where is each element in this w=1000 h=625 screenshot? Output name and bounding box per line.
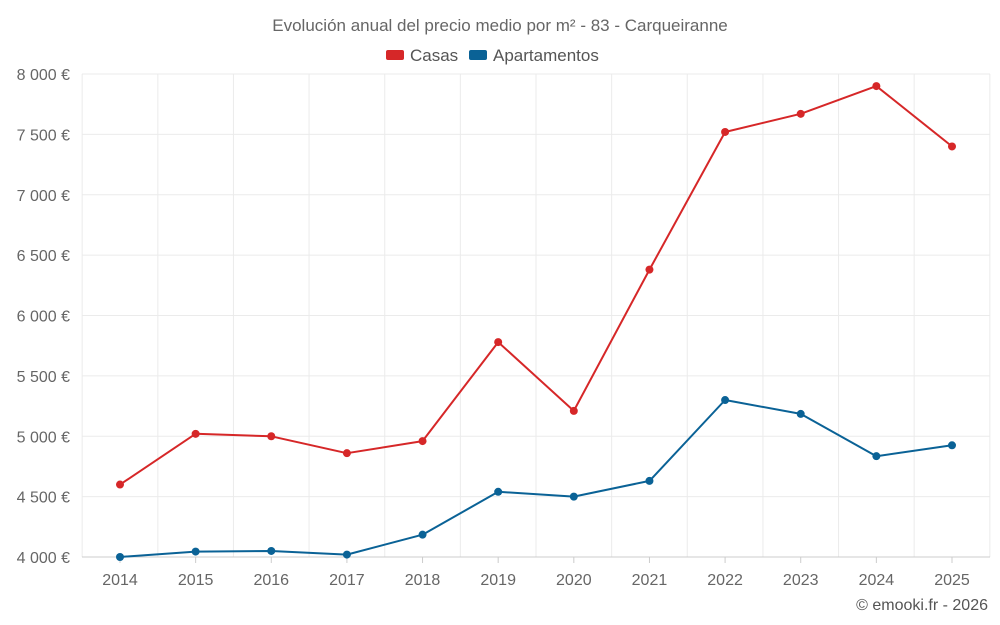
data-point-casas[interactable] xyxy=(267,432,276,441)
legend: Casas Apartamentos xyxy=(386,46,599,65)
y-tick-label: 5 500 € xyxy=(17,369,70,386)
grid xyxy=(81,73,991,557)
x-tick-label: 2021 xyxy=(632,572,668,589)
data-point-casas[interactable] xyxy=(645,265,654,274)
data-point-casas[interactable] xyxy=(796,109,805,118)
y-tick-label: 7 000 € xyxy=(17,188,70,205)
x-tick-label: 2017 xyxy=(329,572,365,589)
data-point-apartamentos[interactable] xyxy=(872,452,881,461)
data-point-apartamentos[interactable] xyxy=(645,476,654,485)
data-point-casas[interactable] xyxy=(948,142,956,151)
y-tick-label: 5 000 € xyxy=(17,429,70,446)
data-point-apartamentos[interactable] xyxy=(342,550,351,559)
series-layer xyxy=(116,82,956,561)
data-point-apartamentos[interactable] xyxy=(948,441,956,450)
data-point-casas[interactable] xyxy=(872,82,881,91)
data-point-casas[interactable] xyxy=(191,429,200,438)
data-point-apartamentos[interactable] xyxy=(267,546,276,555)
x-tick-label: 2016 xyxy=(253,572,289,589)
x-tick-label: 2018 xyxy=(405,572,441,589)
x-tick-label: 2024 xyxy=(859,572,895,589)
x-tick-label: 2019 xyxy=(480,572,516,589)
x-tick-label: 2014 xyxy=(102,572,138,589)
legend-label-casas[interactable]: Casas xyxy=(410,46,458,65)
data-point-apartamentos[interactable] xyxy=(191,547,200,556)
data-point-apartamentos[interactable] xyxy=(721,396,730,405)
y-tick-label: 6 500 € xyxy=(17,248,70,265)
x-tick-label: 2015 xyxy=(178,572,214,589)
y-tick-label: 8 000 € xyxy=(17,67,70,84)
legend-label-apartamentos[interactable]: Apartamentos xyxy=(493,46,599,65)
data-point-casas[interactable] xyxy=(569,406,578,415)
credit-text: © emooki.fr - 2026 xyxy=(856,597,988,614)
x-tick-label: 2020 xyxy=(556,572,592,589)
data-point-apartamentos[interactable] xyxy=(116,553,124,561)
data-point-apartamentos[interactable] xyxy=(796,409,805,418)
x-tick-label: 2022 xyxy=(707,572,743,589)
data-point-apartamentos[interactable] xyxy=(569,492,578,501)
legend-swatch-apartamentos[interactable] xyxy=(469,50,487,60)
data-point-casas[interactable] xyxy=(116,480,124,489)
x-tick-label: 2023 xyxy=(783,572,819,589)
chart-title: Evolución anual del precio medio por m² … xyxy=(272,16,727,35)
series-line-apartamentos xyxy=(119,399,953,558)
series-line-casas xyxy=(119,85,953,486)
legend-swatch-casas[interactable] xyxy=(386,50,404,60)
y-tick-label: 6 000 € xyxy=(17,309,70,326)
data-point-casas[interactable] xyxy=(418,437,427,446)
data-point-casas[interactable] xyxy=(342,449,351,458)
x-tick-label: 2025 xyxy=(934,572,970,589)
axes: 4 000 € 4 500 € 5 000 € 5 500 € 6 000 € 6 500… xyxy=(17,67,990,589)
data-point-apartamentos[interactable] xyxy=(494,487,503,496)
data-point-casas[interactable] xyxy=(721,127,730,136)
y-tick-label: 7 500 € xyxy=(17,127,70,144)
data-point-apartamentos[interactable] xyxy=(418,530,427,539)
y-tick-label: 4 500 € xyxy=(17,490,70,507)
y-tick-label: 4 000 € xyxy=(17,550,70,567)
data-point-casas[interactable] xyxy=(494,338,503,347)
